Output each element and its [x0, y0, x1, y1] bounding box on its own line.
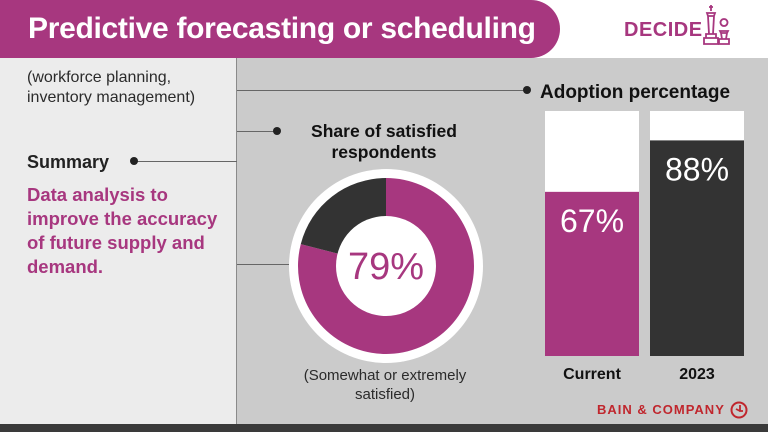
pie-chart-title: Share of satisfied respondents	[311, 121, 457, 162]
bar-1	[650, 140, 744, 356]
bar-title-dot	[523, 86, 531, 94]
page-title: Predictive forecasting or scheduling	[28, 12, 536, 45]
satisfaction-donut-chart: 79%	[289, 169, 483, 363]
bar-value-label-1: 88%	[665, 151, 729, 187]
bar-category-label-1: 2023	[679, 366, 715, 383]
footer-bar	[0, 424, 768, 432]
panel-divider	[236, 58, 237, 424]
title-bar: Predictive forecasting or scheduling	[0, 0, 560, 58]
pie-title-dot	[273, 127, 281, 135]
summary-label: Summary	[27, 152, 110, 172]
subtitle-connector	[237, 90, 527, 91]
donut-center-label: 79%	[348, 246, 424, 288]
pie-connector	[237, 264, 289, 265]
summary-connector	[133, 161, 237, 162]
bain-logo: BAIN & COMPANY	[597, 402, 725, 417]
donut-hole	[336, 216, 436, 316]
use-case-subtitle: (workforce planning, inventory managemen…	[27, 69, 196, 106]
bain-circle-icon	[730, 401, 748, 419]
pie-footnote: (Somewhat or extremely satisfied)	[303, 367, 467, 403]
bar-category-label-0: Current	[563, 366, 621, 383]
bar-0	[545, 191, 639, 356]
bar-chart-title: Adoption percentage	[540, 82, 731, 103]
decide-label: DECIDE	[624, 19, 703, 41]
bar-value-label-0: 67%	[560, 203, 624, 239]
summary-text: Data analysis to improve the accuracy of…	[27, 184, 218, 277]
summary-panel	[0, 58, 237, 424]
header: Predictive forecasting or scheduling DEC…	[0, 0, 768, 58]
pie-title-connector	[237, 131, 277, 132]
summary-dot	[130, 157, 138, 165]
chess-pieces-icon	[703, 5, 730, 45]
adoption-bar-chart: 67% Current 88% 2023	[545, 111, 744, 383]
